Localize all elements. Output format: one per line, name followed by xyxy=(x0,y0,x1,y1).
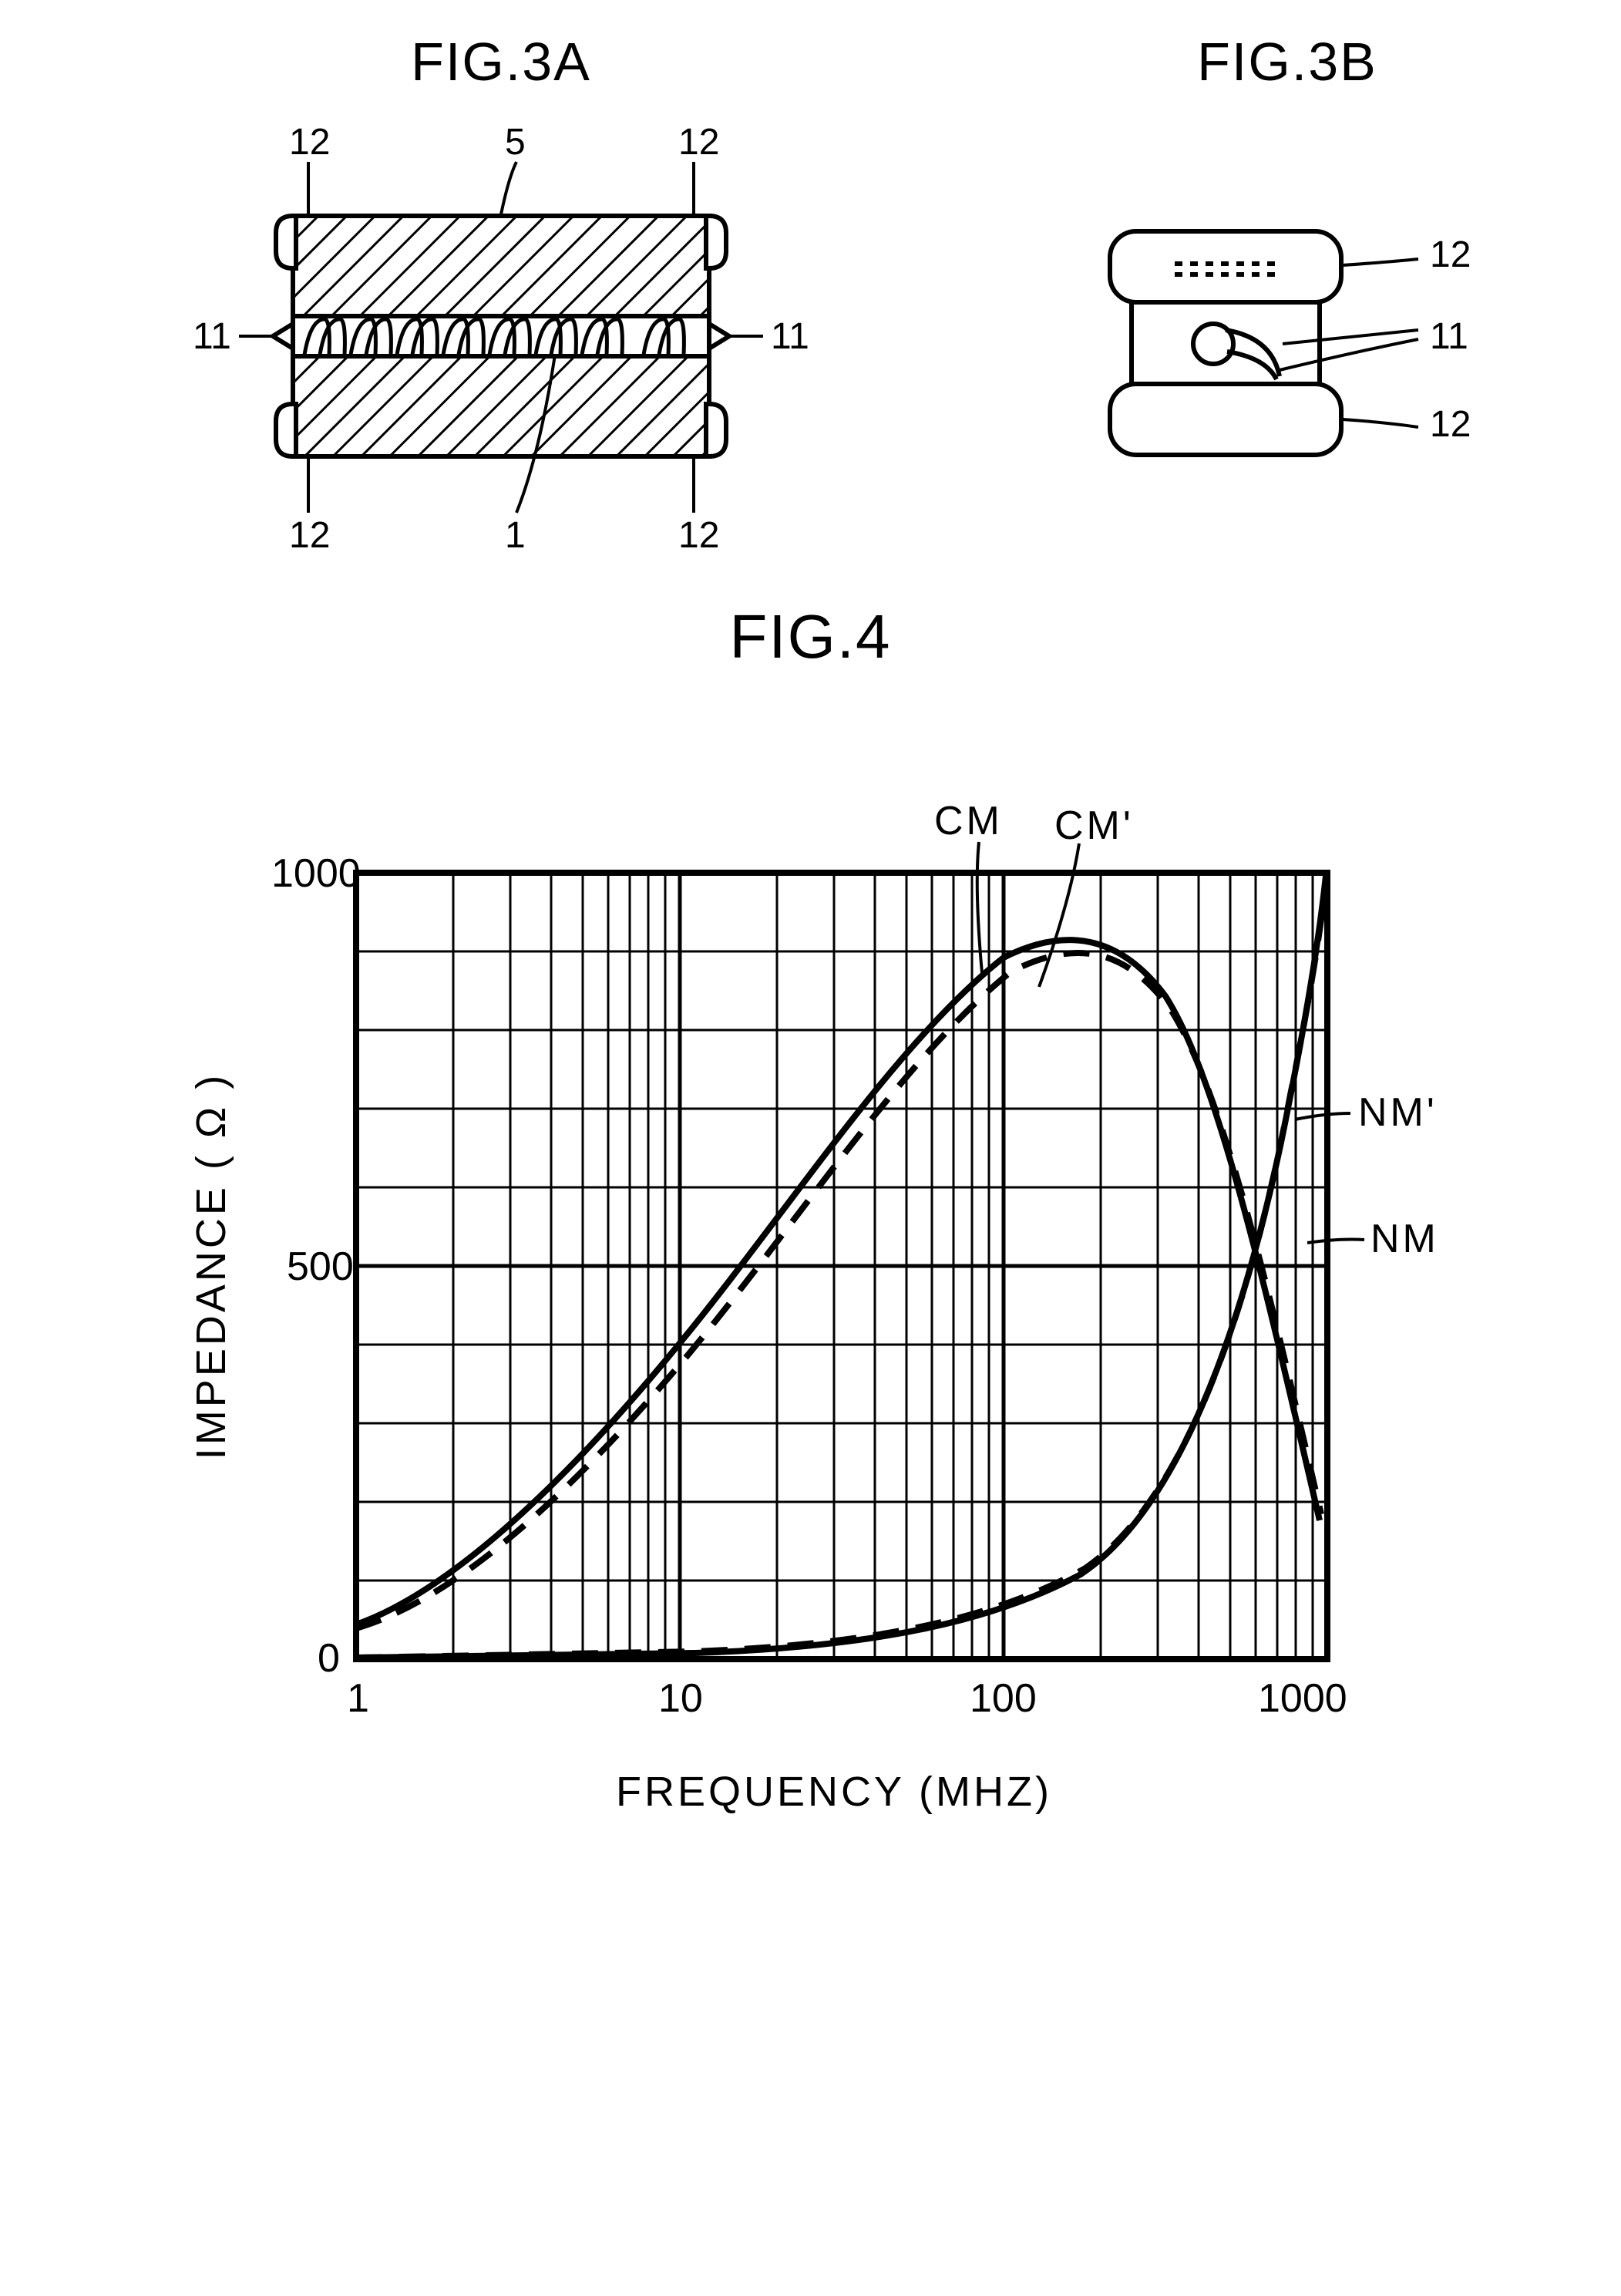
page: FIG.3A xyxy=(31,31,1590,1860)
label-12-bot: 12 xyxy=(1430,404,1471,445)
fig3b-label-texts: 12 11 12 xyxy=(1430,234,1471,445)
ytick-1000: 1000 xyxy=(271,851,361,896)
xtick-100: 100 xyxy=(970,1676,1037,1721)
xtick-1: 1 xyxy=(347,1676,369,1721)
fig3a-block: FIG.3A xyxy=(154,31,848,555)
xtick-10: 10 xyxy=(658,1676,703,1721)
label-5: 5 xyxy=(505,123,526,163)
label-12-bl: 12 xyxy=(289,515,330,555)
label-cm: CM xyxy=(934,799,1003,843)
label-11-l: 11 xyxy=(193,316,231,357)
fig3b-svg: 12 11 12 xyxy=(1048,123,1526,555)
fig3a-title: FIG.3A xyxy=(411,31,591,93)
fig4-plot-area xyxy=(356,842,1364,1659)
fig4-block: FIG.4 xyxy=(31,601,1590,1860)
fig3b-body xyxy=(1110,231,1341,455)
label-11: 11 xyxy=(1430,316,1468,357)
fig4-title: FIG.4 xyxy=(729,601,891,672)
fig4-xlabel: FREQUENCY (MHZ) xyxy=(616,1769,1052,1815)
xtick-1000: 1000 xyxy=(1258,1676,1347,1721)
label-12-tl: 12 xyxy=(289,123,330,163)
fig4-svg: 1000 500 0 1 10 100 1000 CM CM' NM' NM F… xyxy=(156,703,1466,1860)
label-11-r: 11 xyxy=(771,316,809,357)
fig4-ylabel: IMPEDANCE ( Ω ) xyxy=(188,1072,234,1459)
fig3b-block: FIG.3B xyxy=(1048,31,1526,555)
label-12-top: 12 xyxy=(1430,234,1471,275)
label-12-br: 12 xyxy=(678,515,719,555)
ytick-500: 500 xyxy=(287,1244,354,1289)
label-cmp: CM' xyxy=(1054,803,1134,848)
fig3a-svg: 12 5 12 11 11 12 1 12 xyxy=(154,123,848,555)
fig3-row: FIG.3A xyxy=(31,31,1590,555)
label-12-tr: 12 xyxy=(678,123,719,163)
label-nmp: NM' xyxy=(1358,1090,1438,1135)
fig3b-title: FIG.3B xyxy=(1197,31,1377,93)
label-nm: NM xyxy=(1370,1217,1439,1261)
label-1: 1 xyxy=(505,515,526,555)
ytick-0: 0 xyxy=(318,1636,340,1681)
